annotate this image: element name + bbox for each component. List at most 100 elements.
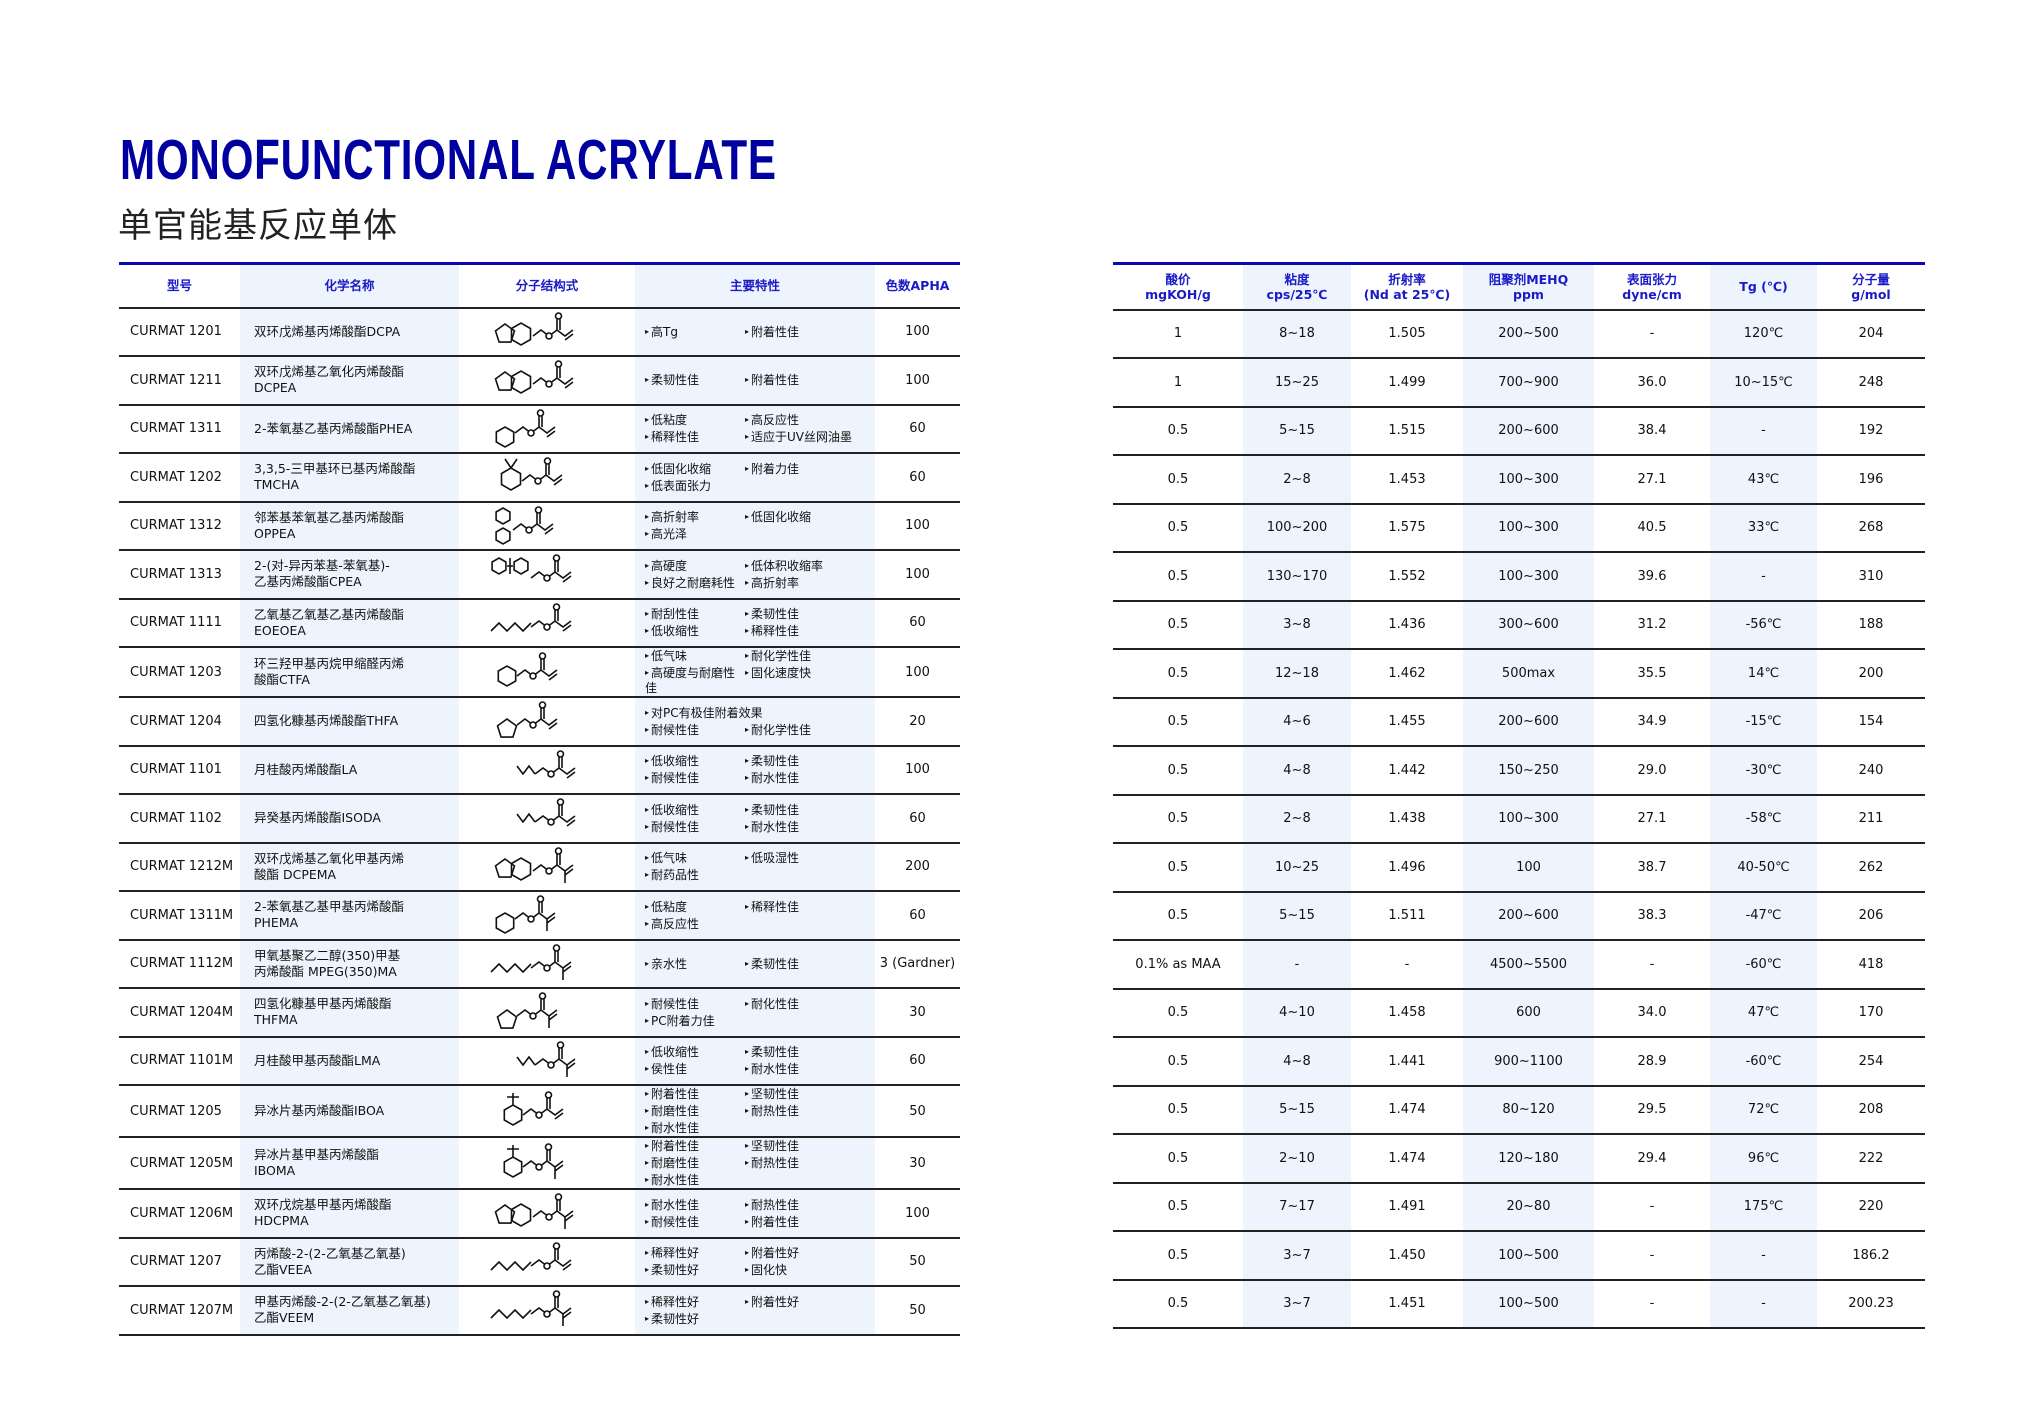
mehq-cell: 200~500 <box>1463 309 1594 358</box>
property-item: 亲水性 <box>645 956 745 972</box>
chemical-name-line: 丙烯酸-2-(2-乙氧基乙氧基) <box>254 1245 406 1261</box>
chemical-name-line: 2-苯氧基乙基丙烯酸酯PHEA <box>254 420 413 436</box>
chemical-name-cell: 四氢化糠基丙烯酸酯THFA <box>240 697 459 746</box>
chemical-name-cell: 异冰片基丙烯酸酯IBOA <box>240 1085 459 1137</box>
molecule-structure-icon <box>494 360 574 395</box>
mehq-cell: 4500~5500 <box>1463 940 1594 989</box>
property-item: 高光泽 <box>645 526 745 542</box>
header-line: ppm <box>1513 286 1544 302</box>
molecular-weight-cell: 240 <box>1858 762 1884 778</box>
apha-cell: 100 <box>905 664 930 680</box>
chemical-name-line: 乙氧基乙氧基乙基丙烯酸酯 <box>254 606 405 622</box>
properties-list: 低收缩性柔韧性佳耐候性佳耐水性佳 <box>645 753 875 786</box>
structure-cell <box>459 1137 635 1189</box>
properties-list: 柔韧性佳附着性佳 <box>645 372 875 388</box>
properties-cell: 低粘度高反应性稀释性佳适应于UV丝网油墨 <box>635 404 875 453</box>
properties-cell: 低粘度稀释性佳高反应性 <box>635 891 875 940</box>
chemical-name-line: TMCHA <box>254 477 300 493</box>
table-row: CURMAT 1204 四氢化糠基丙烯酸酯THFA 对PC有极佳附着效果耐候性佳耐化… <box>119 697 960 746</box>
molecule-structure-icon <box>497 652 558 687</box>
chemical-name-line: 环三羟甲基丙烷甲缩醛丙烯 <box>254 656 405 671</box>
molecule-structure-icon <box>494 846 574 883</box>
properties-cell: 耐刮性佳柔韧性佳低收缩性稀释性佳 <box>635 598 875 647</box>
mehq-cell: 100~500 <box>1463 1231 1594 1280</box>
property-item: 耐热性佳 <box>745 1155 875 1171</box>
refractive-index-cell: 1.462 <box>1388 665 1426 681</box>
table-row: 0.5 4~8 1.442 150~250 29.0 -30℃ 240 <box>1113 746 1925 795</box>
model-cell: CURMAT 1101M <box>130 1053 234 1069</box>
structure-cell <box>459 308 635 357</box>
table-header-row: 酸价 mgKOH/g 粘度 cps/25℃ 折射率 (Nd at 25℃) 阻聚剂MEHQ p… <box>1113 263 1925 310</box>
molecule-structure-icon <box>503 1091 564 1126</box>
surface-tension-cell: 29.4 <box>1637 1150 1667 1166</box>
refractive-index-cell: 1.451 <box>1388 1296 1426 1312</box>
acid-value-cell: 0.5 <box>1167 665 1189 681</box>
surface-tension-cell: 35.5 <box>1637 665 1667 681</box>
apha-cell: 100 <box>905 762 930 778</box>
structure-cell <box>459 1085 635 1137</box>
tg-cell: 14℃ <box>1710 649 1817 698</box>
property-item: 附着性好 <box>745 1245 875 1261</box>
property-item: 坚韧性佳 <box>745 1138 875 1154</box>
tg-cell: -15℃ <box>1710 697 1817 746</box>
surface-tension-cell: 31.2 <box>1637 617 1667 633</box>
property-item: 附着性佳 <box>745 1214 875 1230</box>
molecular-weight-cell: 262 <box>1858 859 1884 875</box>
chemical-name-line: THFMA <box>254 1012 298 1028</box>
chemical-name-line: DCPEA <box>254 380 297 396</box>
chemical-name-line: 四氢化糠基丙烯酸酯THFA <box>254 713 399 729</box>
viscosity-cell: 4~10 <box>1243 988 1351 1037</box>
apha-cell: 50 <box>909 1254 926 1270</box>
refractive-index-cell: 1.442 <box>1388 762 1426 778</box>
mehq-cell: 200~600 <box>1463 697 1594 746</box>
properties-cell: 对PC有极佳附着效果耐候性佳耐化学性佳 <box>635 697 875 746</box>
refractive-index-cell: 1.453 <box>1388 471 1426 487</box>
molecular-weight-cell: 200 <box>1858 665 1884 681</box>
table-row: CURMAT 1313 2-(对-异丙苯基-苯氧基)-乙基丙烯酸酯CPEA 高硬度低… <box>119 550 960 599</box>
properties-cell: 高硬度低体积收缩率良好之耐磨耗性高折射率 <box>635 550 875 599</box>
model-cell: CURMAT 1311 <box>130 421 222 437</box>
property-item: 高硬度与耐磨性佳 <box>645 665 745 696</box>
table-row: CURMAT 1102 异癸基丙烯酸酯ISODA 低收缩性柔韧性佳耐候性佳耐水性佳 6… <box>119 794 960 843</box>
molecule-structure-icon <box>496 992 558 1030</box>
properties-list: 低粘度高反应性稀释性佳适应于UV丝网油墨 <box>645 412 875 445</box>
property-item: 良好之耐磨耗性 <box>645 575 745 591</box>
tg-cell: - <box>1710 406 1817 455</box>
properties-cell: 附着性佳坚韧性佳耐磨性佳耐热性佳耐水性佳 <box>635 1137 875 1189</box>
mehq-cell: 500max <box>1463 649 1594 698</box>
chemical-name-cell: 双环戊烷基甲基丙烯酸酯 HDCPMA <box>240 1189 459 1238</box>
chemical-name-line: 酸酯 DCPEMA <box>254 866 337 882</box>
mehq-cell: 100~300 <box>1463 552 1594 601</box>
acid-value-cell: 0.5 <box>1167 762 1189 778</box>
apha-cell: 100 <box>905 324 930 340</box>
model-cell: CURMAT 1211 <box>130 372 222 388</box>
structure-cell <box>459 550 635 599</box>
refractive-index-cell: 1.575 <box>1388 520 1426 536</box>
chemical-name-cell: 月桂酸丙烯酸酯LA <box>240 745 459 794</box>
property-item: 耐候性佳 <box>645 819 745 835</box>
chemical-name-cell: 异癸基丙烯酸酯ISODA <box>240 794 459 843</box>
property-item: 耐候性佳 <box>645 1214 745 1230</box>
chemical-name-cell: 2-苯氧基乙基丙烯酸酯PHEA <box>240 404 459 453</box>
chemical-name-cell: 环三羟甲基丙烷甲缩醛丙烯 酸酯CTFA <box>240 647 459 697</box>
property-item: 低收缩性 <box>645 1044 745 1060</box>
acid-value-cell: 0.5 <box>1167 1199 1189 1215</box>
properties-cell: 稀释性好附着性好柔韧性好固化快 <box>635 1237 875 1286</box>
header-line: g/mol <box>1851 286 1891 302</box>
properties-list: 低气味耐化学性佳高硬度与耐磨性佳固化速度快 <box>645 648 875 696</box>
acid-value-cell: 0.5 <box>1167 471 1189 487</box>
header-molecular-weight: 分子量 g/mol <box>1817 264 1925 310</box>
chemical-name-line: 异冰片基丙烯酸酯IBOA <box>254 1103 385 1118</box>
property-item: 稀释性佳 <box>745 623 875 639</box>
table-row: CURMAT 1101M 月桂酸甲基丙酸酯LMA 低收缩性柔韧性佳侯性佳耐水性佳 60 <box>119 1036 960 1085</box>
chemical-name-line: 邻苯基苯氧基乙基丙烯酸酯 <box>254 509 405 525</box>
chemical-name-line: 双环戊烯基乙氧化丙烯酸酯 <box>254 364 405 380</box>
header-refractive-index: 折射率 (Nd at 25℃) <box>1351 264 1463 310</box>
model-cell: CURMAT 1205 <box>130 1103 222 1119</box>
acid-value-cell: 0.5 <box>1167 1005 1189 1021</box>
property-item: 低收缩性 <box>645 623 745 639</box>
molecular-weight-cell: 211 <box>1858 811 1884 827</box>
property-item: 适应于UV丝网油墨 <box>745 429 875 445</box>
header-surface-tension: 表面张力 dyne/cm <box>1594 264 1710 310</box>
